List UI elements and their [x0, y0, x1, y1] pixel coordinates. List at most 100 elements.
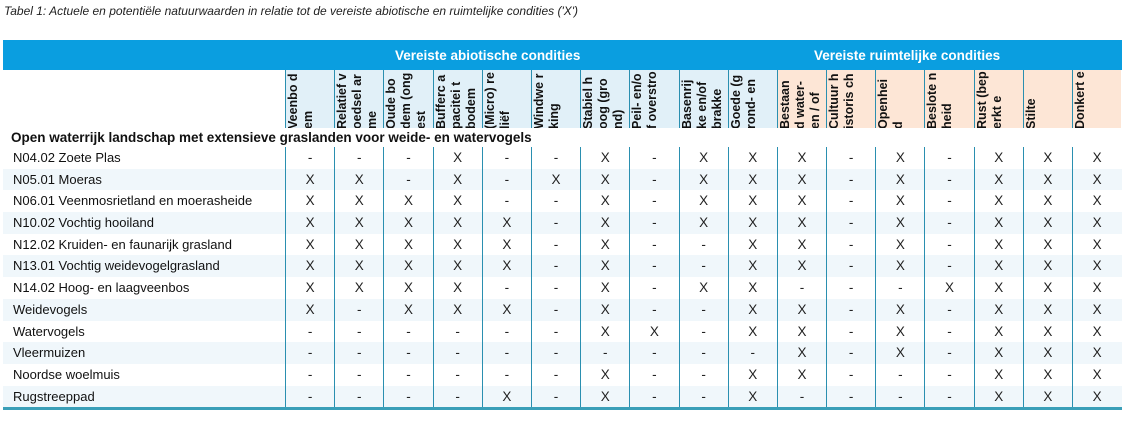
condition-cell: X: [1072, 298, 1121, 321]
condition-cell: X: [285, 233, 334, 256]
condition-cell: -: [826, 147, 875, 169]
condition-cell: X: [776, 212, 826, 234]
column-header: Donkert e: [1072, 70, 1122, 128]
column-header: Bufferc apacitei t bodem: [432, 70, 482, 128]
table-body: N04.02 Zoete Plas - - - X - - X - X X X - X - X X X N05.01…: [3, 147, 1122, 408]
column-header-label: Openhei d: [876, 78, 906, 128]
column-header: Peil- en/of overstro: [629, 70, 679, 128]
condition-cell: -: [875, 277, 924, 299]
condition-cell: X: [383, 298, 432, 321]
condition-cell: -: [629, 190, 678, 213]
condition-cell: -: [334, 147, 383, 169]
condition-cell: X: [383, 277, 432, 299]
condition-cell: X: [875, 212, 924, 234]
condition-cell: -: [530, 255, 580, 278]
condition-cell: -: [924, 147, 973, 169]
condition-cell: X: [973, 233, 1023, 256]
condition-cell: -: [334, 385, 383, 408]
condition-cell: X: [285, 190, 334, 213]
condition-cell: X: [530, 168, 580, 191]
condition-cell: X: [580, 298, 629, 321]
condition-cell: -: [432, 385, 482, 408]
condition-cell: X: [481, 255, 531, 278]
condition-cell: X: [727, 255, 777, 278]
column-header-label: Windwe rking: [531, 73, 561, 128]
condition-cell: X: [1022, 233, 1072, 256]
condition-cell: X: [481, 212, 531, 234]
column-header-label: Relatief voedsel arme: [335, 73, 380, 128]
condition-cell: X: [629, 320, 678, 343]
column-header-label: Oude bodem (ongest: [384, 72, 429, 128]
column-header: Oude bodem (ongest: [383, 70, 433, 128]
table-row: N14.02 Hoog- en laagveenbos X X X X - - X - X X - - -…: [3, 277, 1122, 299]
condition-cell: X: [1072, 147, 1121, 169]
condition-cell: X: [727, 147, 777, 169]
condition-cell: X: [875, 190, 924, 213]
condition-cell: X: [580, 190, 629, 213]
condition-cell: X: [481, 233, 531, 256]
condition-cell: X: [776, 298, 826, 321]
condition-cell: -: [629, 255, 678, 278]
condition-cell: -: [334, 320, 383, 343]
condition-cell: X: [875, 255, 924, 278]
table-row: Weidevogels X - X X X - X - - X X - X - X X X: [3, 298, 1122, 321]
condition-cell: X: [727, 363, 777, 386]
condition-cell: -: [481, 320, 531, 343]
condition-cell: -: [530, 298, 580, 321]
condition-cell: X: [1022, 277, 1072, 299]
condition-cell: X: [973, 320, 1023, 343]
column-header-label: Cultuur historis ch: [827, 73, 857, 128]
condition-cell: -: [432, 363, 482, 386]
condition-cell: X: [1022, 147, 1072, 169]
condition-cell: X: [875, 342, 924, 364]
condition-cell: X: [580, 147, 629, 169]
condition-cell: -: [924, 298, 973, 321]
condition-cell: X: [432, 212, 482, 234]
column-header: Cultuur historis ch: [826, 70, 876, 128]
condition-cell: X: [580, 320, 629, 343]
column-header-label: Stilte: [1023, 98, 1038, 128]
row-label: Vleermuizen: [13, 345, 86, 361]
condition-cell: X: [1072, 277, 1121, 299]
condition-cell: X: [1072, 233, 1121, 256]
condition-cell: X: [727, 320, 777, 343]
condition-cell: X: [875, 168, 924, 191]
condition-cell: X: [1022, 342, 1072, 364]
condition-cell: -: [530, 233, 580, 256]
condition-cell: -: [629, 168, 678, 191]
condition-cell: X: [432, 147, 482, 169]
condition-cell: X: [334, 168, 383, 191]
condition-cell: -: [530, 277, 580, 299]
condition-cell: X: [383, 190, 432, 213]
condition-cell: X: [580, 363, 629, 386]
group-header-empty: [3, 40, 285, 70]
condition-cell: -: [678, 233, 728, 256]
condition-cell: -: [285, 147, 334, 169]
condition-cell: X: [776, 190, 826, 213]
condition-cell: X: [1022, 190, 1072, 213]
condition-cell: X: [285, 168, 334, 191]
condition-cell: -: [334, 363, 383, 386]
condition-cell: -: [334, 342, 383, 364]
condition-cell: -: [530, 363, 580, 386]
condition-cell: -: [678, 363, 728, 386]
condition-cell: X: [727, 190, 777, 213]
condition-cell: -: [530, 190, 580, 213]
condition-cell: X: [432, 168, 482, 191]
condition-cell: X: [580, 212, 629, 234]
table-row: Rugstreeppad - - - - X - X - - X - - - - X X X: [3, 385, 1122, 408]
column-header: Goede (grond- en: [727, 70, 777, 128]
column-header-label: Veenbo dem: [286, 73, 315, 128]
condition-cell: -: [678, 255, 728, 278]
condition-cell: X: [776, 342, 826, 364]
condition-cell: X: [678, 212, 728, 234]
condition-cell: -: [432, 320, 482, 343]
column-header-label: Rust (beperkt e: [974, 71, 1004, 128]
condition-cell: X: [973, 363, 1023, 386]
row-label: Watervogels: [13, 323, 85, 339]
conditions-table: Vereiste abiotische condities Vereiste r…: [3, 40, 1122, 411]
condition-cell: -: [629, 385, 678, 408]
condition-cell: -: [678, 342, 728, 364]
condition-cell: X: [432, 277, 482, 299]
column-header: Relatief voedsel arme: [334, 70, 384, 128]
